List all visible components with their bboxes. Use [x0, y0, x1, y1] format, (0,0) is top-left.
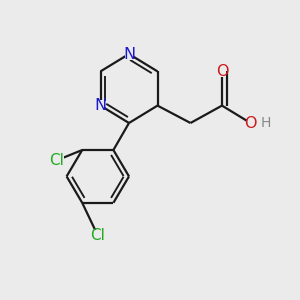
Text: O: O [216, 64, 228, 79]
Bar [247, 117, 254, 129]
Bar [49, 154, 64, 166]
Text: Cl: Cl [90, 228, 105, 243]
Text: Cl: Cl [49, 153, 64, 168]
Text: N: N [94, 98, 106, 113]
Bar [262, 117, 270, 129]
Text: N: N [123, 46, 135, 62]
Bar [125, 48, 133, 60]
Bar [97, 100, 104, 112]
Bar [90, 230, 105, 242]
Text: O: O [244, 116, 257, 130]
Text: H: H [261, 116, 271, 130]
Bar [218, 65, 226, 77]
